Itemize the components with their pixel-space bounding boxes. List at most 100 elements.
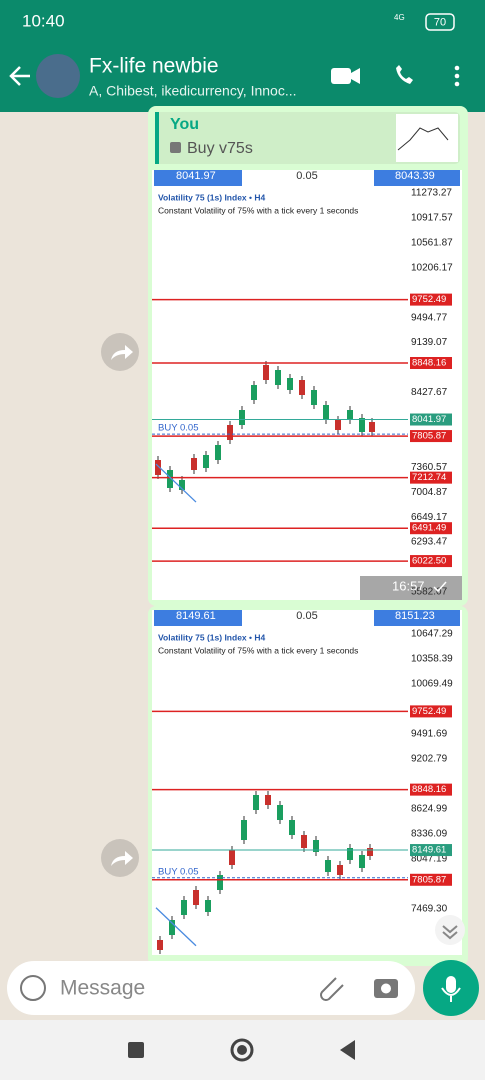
current-price: 8149.61 (412, 845, 446, 856)
video-call-lens (351, 68, 360, 84)
nav-back[interactable] (340, 1040, 355, 1060)
price-axis-label: 6293.47 (411, 537, 448, 548)
price-level-label: 9752.49 (412, 706, 446, 717)
order-label: BUY 0.05 (158, 866, 199, 877)
ask-price: 8043.39 (395, 170, 435, 182)
screenshots: 8041.97 0.05 8043.39 Volatility 75 (1s) Ind… (152, 170, 462, 955)
price-level-label: 6022.50 (412, 556, 446, 567)
candle (217, 875, 223, 890)
chat-title[interactable]: Fx-life newbie (89, 55, 219, 78)
candle (157, 940, 163, 950)
price-level-label: 8848.16 (412, 358, 446, 369)
trend-line (155, 463, 197, 503)
candle (289, 820, 295, 835)
scroll-down[interactable] (435, 915, 465, 945)
candle (325, 860, 331, 872)
ask-button (374, 610, 460, 626)
video-call[interactable] (331, 68, 351, 84)
status-network: 4G (394, 13, 405, 22)
reply-author: You (170, 116, 199, 133)
candle (263, 365, 269, 380)
candle (367, 848, 373, 856)
price-axis-label: 8624.99 (411, 804, 448, 815)
candle (155, 460, 161, 475)
emoji-button[interactable] (20, 975, 46, 1001)
current-price-tag (410, 844, 452, 857)
scroll-down-icon (442, 925, 458, 940)
bid-price: 8041.97 (176, 170, 216, 182)
candle (169, 920, 175, 935)
price-level-label: 7805.87 (412, 874, 446, 885)
candle (359, 855, 365, 868)
mic-stand (441, 987, 461, 1002)
bid-price: 8149.61 (176, 610, 216, 622)
back-button[interactable] (9, 66, 30, 86)
menu[interactable] (454, 65, 460, 87)
group-avatar[interactable] (36, 54, 80, 98)
candle (181, 900, 187, 915)
price-axis-label: 9494.77 (411, 312, 448, 323)
price-axis-label: 11273.27 (411, 188, 452, 199)
candle (323, 405, 329, 420)
price-level-label: 7212.74 (412, 472, 446, 483)
nav-home[interactable] (230, 1038, 254, 1062)
price-axis-label: 10069.49 (411, 679, 453, 690)
thumbnail-chart (397, 127, 449, 151)
voice-call[interactable] (396, 65, 413, 84)
attach-button[interactable] (320, 977, 344, 1001)
message-input[interactable] (7, 961, 415, 1015)
ask-button (374, 170, 460, 186)
lot-size: 0.05 (296, 610, 317, 622)
screenshot-bg (152, 170, 462, 600)
candle (215, 445, 221, 460)
current-price: 8041.97 (412, 414, 446, 425)
app-bar (0, 0, 485, 112)
price-axis-label: 10561.87 (411, 238, 453, 249)
battery (425, 13, 455, 31)
symbol-title: Volatility 75 (1s) Index • H4 (158, 632, 265, 642)
reply-bar (155, 112, 159, 164)
order-label: BUY 0.05 (158, 423, 199, 434)
reply-text: Buy v75s (187, 140, 253, 157)
candle (205, 900, 211, 912)
bid-button (154, 170, 242, 186)
candle (287, 378, 293, 390)
candle (347, 410, 353, 420)
price-level-tag (410, 357, 452, 370)
candle (265, 795, 271, 805)
price-level-tag (410, 293, 452, 306)
ask-price: 8151.23 (395, 610, 435, 622)
chart-screenshot: 8041.97 0.05 8043.39 Volatility 75 (1s) Ind… (152, 170, 462, 600)
candle (337, 865, 343, 875)
candle (301, 835, 307, 848)
price-axis-label: 9139.07 (411, 337, 448, 348)
trend-line (155, 907, 197, 947)
price-level-tag (410, 873, 452, 886)
price-axis-label: 7004.87 (411, 487, 448, 498)
image-icon (170, 142, 181, 153)
battery-level: 70 (434, 16, 446, 28)
price-axis-label: 5582.07 (411, 587, 448, 598)
reply-quote[interactable] (155, 112, 460, 164)
message-time: 16:57 (392, 578, 425, 593)
price-axis-label: 9491.69 (411, 729, 448, 740)
price-level-tag (410, 430, 452, 443)
price-level-tag (410, 705, 452, 718)
nav-home-dot (237, 1045, 247, 1055)
symbol-subtitle: Constant Volatility of 75% with a tick e… (158, 205, 358, 215)
screenshot-bg (152, 610, 462, 955)
candle (347, 848, 353, 860)
price-level-label: 6491.49 (412, 523, 446, 534)
price-axis-label: 8336.09 (411, 829, 448, 840)
candle (275, 370, 281, 385)
price-axis-label: 10206.17 (411, 262, 453, 273)
candle (191, 458, 197, 470)
mic-icon (446, 976, 456, 993)
forward-icon (111, 851, 133, 866)
candle (359, 418, 365, 432)
candle (193, 890, 199, 905)
price-axis-label: 7469.30 (411, 904, 448, 915)
candle (203, 455, 209, 468)
nav-recents[interactable] (128, 1042, 144, 1058)
